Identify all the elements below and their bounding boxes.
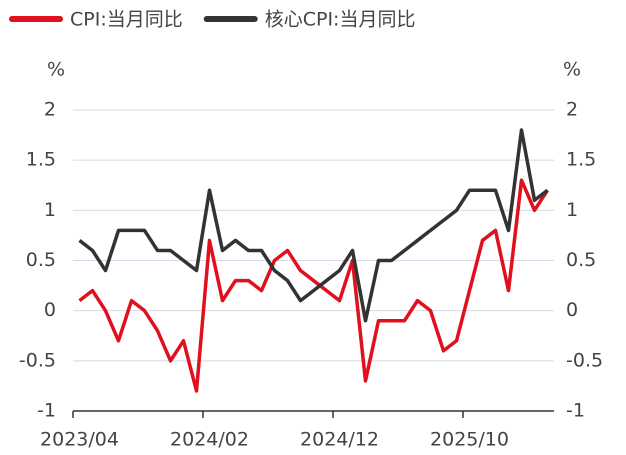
x-tick-label: 2024/02	[170, 429, 249, 451]
y-axis-label: %	[47, 59, 65, 81]
y-tick-label: -1	[37, 400, 56, 422]
series-line	[78, 178, 549, 393]
y-tick-label: 2	[44, 99, 56, 121]
legend-label: 核心CPI:当月同比	[265, 9, 416, 31]
y2-tick-label: 2	[566, 99, 578, 121]
y-tick-label: 0.5	[26, 249, 56, 271]
y2-axis-label: %	[563, 59, 581, 81]
y2-tick-label: 0	[566, 299, 578, 321]
y2-tick-label: -1	[566, 400, 585, 422]
y-tick-label: -0.5	[19, 349, 56, 371]
y-tick-label: 0	[44, 299, 56, 321]
y2-tick-label: 1	[566, 199, 578, 221]
y2-tick-label: 1.5	[566, 149, 596, 171]
y2-tick-label: 0.5	[566, 249, 596, 271]
x-tick-label: 2025/10	[430, 429, 509, 451]
y-tick-label: 1	[44, 199, 56, 221]
y-tick-label: 1.5	[26, 149, 56, 171]
x-tick-label: 2023/04	[40, 429, 119, 451]
series-line	[78, 128, 549, 323]
legend-label: CPI:当月同比	[70, 9, 183, 31]
x-tick-label: 2024/12	[300, 429, 379, 451]
y2-tick-label: -0.5	[566, 349, 603, 371]
